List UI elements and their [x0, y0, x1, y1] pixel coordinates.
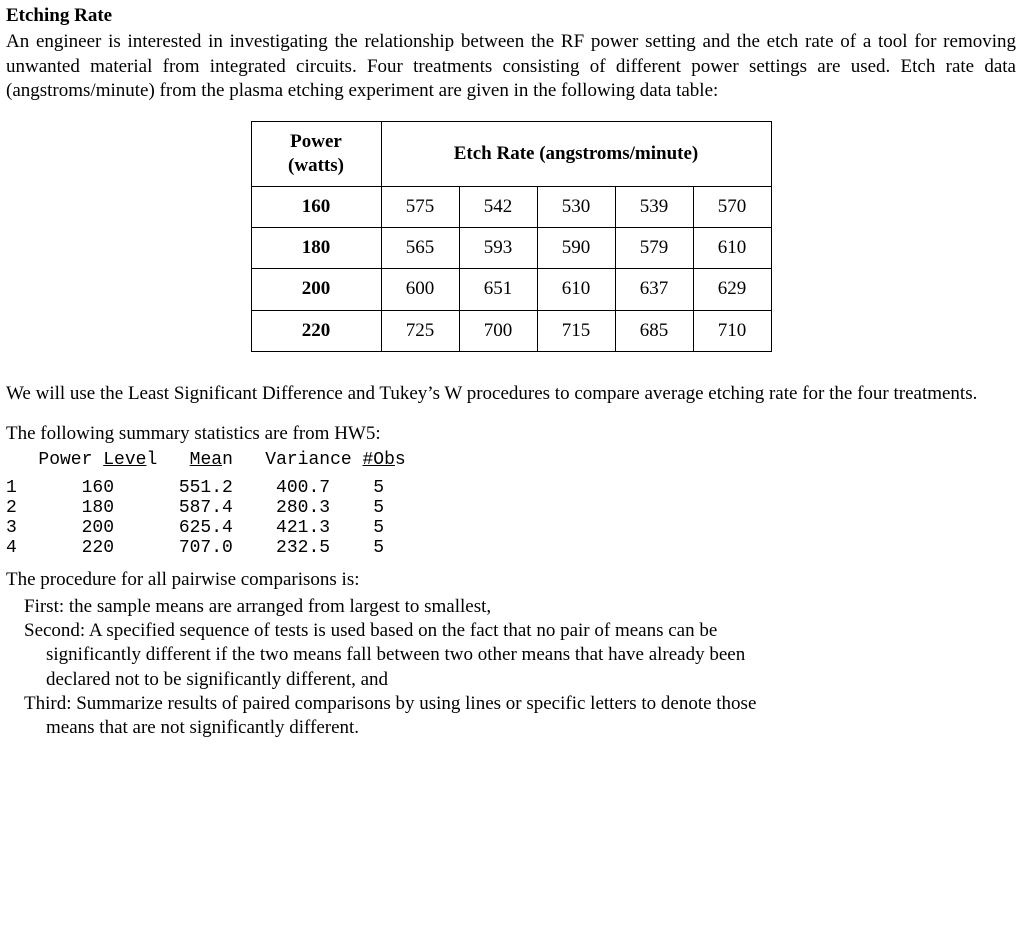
table-row: 220 725 700 715 685 710 — [251, 310, 771, 351]
procedure-block: The procedure for all pairwise compariso… — [6, 568, 1016, 740]
power-cell: 200 — [251, 269, 381, 310]
rate-cell: 570 — [693, 186, 771, 227]
procedure-third-l2: means that are not significantly differe… — [46, 716, 1016, 740]
etch-rate-table: Power (watts) Etch Rate (angstroms/minut… — [251, 121, 772, 352]
power-cell: 180 — [251, 228, 381, 269]
summary-rows: 1 160 551.2 400.7 5 2 180 587.4 280.3 5 … — [6, 478, 1016, 559]
power-header: Power (watts) — [251, 122, 381, 187]
rate-cell: 600 — [381, 269, 459, 310]
rate-cell: 637 — [615, 269, 693, 310]
procedure-second-l3: declared not to be significantly differe… — [46, 668, 1016, 692]
mid-paragraph-2: The following summary statistics are fro… — [6, 422, 1016, 446]
rate-header: Etch Rate (angstroms/minute) — [381, 122, 771, 187]
table-row: 200 600 651 610 637 629 — [251, 269, 771, 310]
mid-paragraph-1: We will use the Least Significant Differ… — [6, 382, 1016, 406]
page-title: Etching Rate — [6, 4, 1016, 28]
rate-cell: 565 — [381, 228, 459, 269]
rate-cell: 575 — [381, 186, 459, 227]
summary-header: Power Level Mean Variance #Obs — [6, 449, 1016, 472]
table-row: 180 565 593 590 579 610 — [251, 228, 771, 269]
procedure-third-l1: Third: Summarize results of paired compa… — [24, 692, 1016, 716]
power-cell: 160 — [251, 186, 381, 227]
procedure-second-l1: Second: A specified sequence of tests is… — [24, 619, 1016, 643]
rate-cell: 590 — [537, 228, 615, 269]
rate-cell: 715 — [537, 310, 615, 351]
power-cell: 220 — [251, 310, 381, 351]
rate-cell: 629 — [693, 269, 771, 310]
rate-cell: 700 — [459, 310, 537, 351]
rate-cell: 725 — [381, 310, 459, 351]
rate-cell: 579 — [615, 228, 693, 269]
rate-cell: 610 — [537, 269, 615, 310]
rate-cell: 610 — [693, 228, 771, 269]
rate-cell: 539 — [615, 186, 693, 227]
intro-paragraph: An engineer is interested in investigati… — [6, 30, 1016, 103]
procedure-second-l2: significantly different if the two means… — [46, 643, 1016, 667]
rate-cell: 530 — [537, 186, 615, 227]
rate-cell: 710 — [693, 310, 771, 351]
table-row: 160 575 542 530 539 570 — [251, 186, 771, 227]
rate-cell: 651 — [459, 269, 537, 310]
power-header-l1: Power — [290, 131, 342, 152]
rate-cell: 542 — [459, 186, 537, 227]
procedure-first: First: the sample means are arranged fro… — [24, 595, 1016, 619]
power-header-l2: (watts) — [288, 155, 344, 176]
rate-cell: 593 — [459, 228, 537, 269]
procedure-lead: The procedure for all pairwise compariso… — [6, 568, 1016, 592]
rate-cell: 685 — [615, 310, 693, 351]
